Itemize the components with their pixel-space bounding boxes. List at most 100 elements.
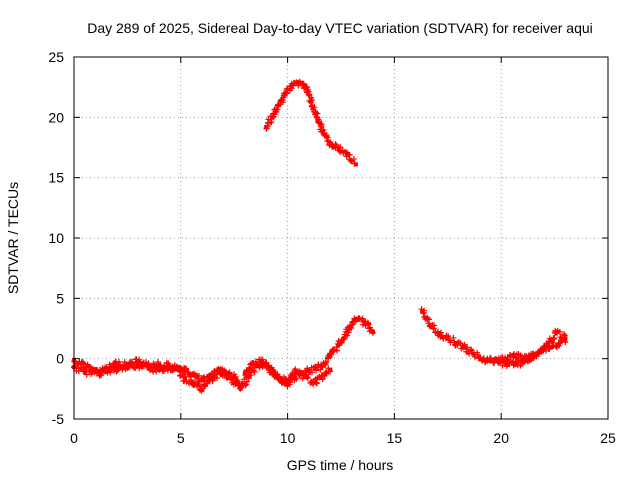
series-arc-6 [493, 327, 568, 365]
data-marker [558, 335, 565, 342]
data-marker [561, 332, 568, 339]
data-marker [279, 377, 286, 384]
data-marker [154, 358, 161, 365]
y-tick-label: 0 [56, 351, 64, 367]
data-marker [142, 359, 149, 366]
data-marker [136, 356, 143, 363]
data-marker [328, 351, 335, 358]
data-marker [546, 345, 553, 352]
data-marker [556, 328, 563, 335]
data-marker [505, 356, 512, 363]
data-marker [322, 369, 329, 376]
data-marker [282, 89, 289, 96]
data-marker [314, 380, 321, 387]
data-marker [146, 365, 153, 372]
data-marker [271, 370, 278, 377]
data-marker [80, 360, 87, 367]
data-marker [264, 123, 271, 130]
data-marker [345, 329, 352, 336]
data-marker [242, 382, 249, 389]
data-marker [285, 377, 292, 384]
data-marker [464, 344, 471, 351]
data-marker [313, 379, 320, 386]
data-point [89, 367, 94, 372]
data-point [294, 369, 299, 374]
y-tick-label: 25 [48, 49, 64, 65]
data-marker [195, 381, 202, 388]
data-marker [115, 358, 122, 365]
data-marker [430, 325, 437, 332]
data-marker [450, 334, 457, 341]
data-marker [242, 372, 249, 379]
data-marker [319, 376, 326, 383]
data-marker [268, 119, 275, 126]
axis-ticks: 0 5 10 15 20 25 -5 0 5 10 15 20 25 [48, 49, 616, 446]
data-marker [447, 337, 454, 344]
data-marker [304, 375, 311, 382]
data-marker [309, 96, 316, 103]
data-marker [515, 356, 522, 363]
series-arc-4 [263, 78, 358, 167]
data-marker [97, 371, 104, 378]
data-marker [150, 360, 157, 367]
data-marker [232, 380, 239, 387]
y-tick-label: 10 [48, 230, 64, 246]
data-marker [290, 373, 297, 380]
chart-title: Day 289 of 2025, Sidereal Day-to-day VTE… [87, 20, 593, 36]
x-axis-label: GPS time / hours [287, 457, 394, 473]
data-marker [351, 160, 358, 167]
data-marker [555, 342, 562, 349]
data-marker [339, 337, 346, 344]
data-point [234, 380, 239, 385]
data-marker [365, 321, 372, 328]
data-marker [183, 365, 190, 372]
data-marker [272, 371, 279, 378]
data-marker [153, 368, 160, 375]
data-marker [136, 365, 143, 372]
data-marker [279, 97, 286, 104]
data-marker [228, 374, 235, 381]
series-arc-2 [71, 356, 239, 394]
x-tick-label: 15 [387, 430, 403, 446]
data-point [548, 345, 553, 350]
data-marker [319, 126, 326, 133]
data-marker [420, 309, 427, 316]
data-marker [311, 104, 318, 111]
x-tick-label: 10 [280, 430, 296, 446]
y-tick-label: 15 [48, 170, 64, 186]
data-marker [483, 356, 490, 363]
data-marker [312, 363, 319, 370]
data-marker [259, 356, 266, 363]
data-marker [318, 123, 325, 130]
series-arc-3 [242, 356, 334, 387]
data-marker [325, 365, 332, 372]
data-marker [551, 335, 558, 342]
data-marker [560, 331, 567, 338]
data-marker [270, 367, 277, 374]
y-tick-label: 20 [48, 109, 64, 125]
data-marker [237, 384, 244, 391]
data-marker [369, 329, 376, 336]
y-tick-label: 5 [56, 290, 64, 306]
data-marker [487, 357, 494, 364]
data-marker [303, 373, 310, 380]
data-marker [205, 372, 212, 379]
data-marker [359, 315, 366, 322]
data-marker [187, 377, 194, 384]
data-marker [474, 351, 481, 358]
data-marker [299, 80, 306, 87]
data-point [114, 366, 119, 371]
data-marker [255, 362, 262, 369]
data-marker [293, 375, 300, 382]
x-tick-label: 5 [177, 430, 185, 446]
data-marker [182, 373, 189, 380]
data-marker [544, 342, 551, 349]
data-marker [313, 367, 320, 374]
y-tick-label: -5 [52, 411, 65, 427]
x-tick-label: 20 [493, 430, 509, 446]
data-marker [445, 333, 452, 340]
series-arc-1 [70, 314, 376, 392]
y-axis-label: SDTVAR / TECUs [5, 182, 21, 294]
data-point [353, 162, 358, 167]
data-marker [107, 369, 114, 376]
